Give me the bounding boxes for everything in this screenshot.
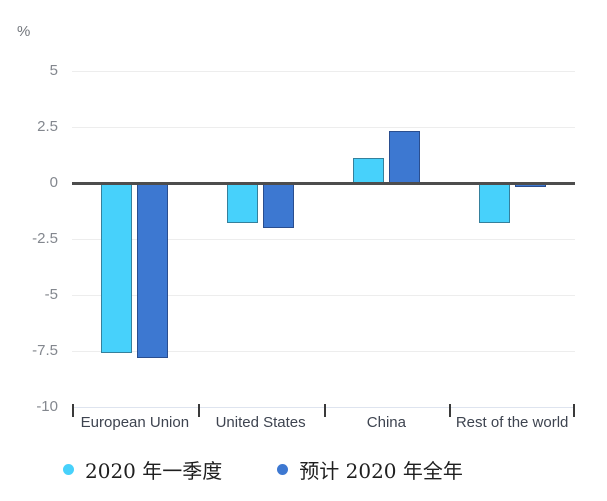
y-tick-label--10: -10 [36,398,58,415]
y-tick-label--2.5: -2.5 [32,230,58,247]
legend-item-full-year-2020[interactable]: 预计 2020 年全年 [277,455,463,484]
x-axis-tick-1 [197,404,200,417]
gridline--2.5 [72,238,575,240]
x-axis-label-rest-of-the-world: Rest of the world [455,414,569,431]
y-tick-label-2.5: 2.5 [37,118,58,135]
zero-axis-line [72,181,575,185]
legend-item-q1-2020[interactable]: 2020 年一季度 [63,455,222,484]
y-tick-label-0: 0 [49,174,58,191]
x-axis-label-china: China [366,414,406,431]
x-axis-tick-3 [449,404,452,417]
gridline-5 [72,70,575,72]
bar-fy-2020-china[interactable] [388,131,420,183]
x-axis-label-united-states: United States [215,414,306,431]
legend-label-full-year-2020: 预计 2020 年全年 [299,459,463,483]
gridline-2.5 [72,126,575,128]
bar-q1-2020-european-union[interactable] [101,183,133,354]
y-tick-label--5: -5 [44,286,58,303]
bar-fy-2020-united-states[interactable] [263,183,295,228]
x-axis-tick-2 [323,404,326,417]
x-axis-label-european-union: European Union [80,414,190,431]
y-tick-label-5: 5 [49,62,58,79]
plot-area [72,70,575,408]
y-tick-label--7.5: -7.5 [32,342,58,359]
bar-q1-2020-china[interactable] [352,158,384,183]
bar-q1-2020-united-states[interactable] [227,183,259,224]
x-axis-tick-0 [72,404,74,417]
legend-label-q1-2020: 2020 年一季度 [85,459,223,483]
chart-legend: 2020 年一季度 预计 2020 年全年 [63,455,463,484]
gridline--5 [72,294,575,296]
bar-q1-2020-rest-of-the-world[interactable] [478,183,510,224]
bar-fy-2020-european-union[interactable] [137,183,169,358]
x-axis-tick-4 [573,404,575,417]
legend-swatch-q1-2020-icon [63,464,74,475]
y-axis-unit-label: % [17,23,31,40]
gridline--7.5 [72,350,575,352]
legend-swatch-full-year-2020-icon [277,464,289,475]
